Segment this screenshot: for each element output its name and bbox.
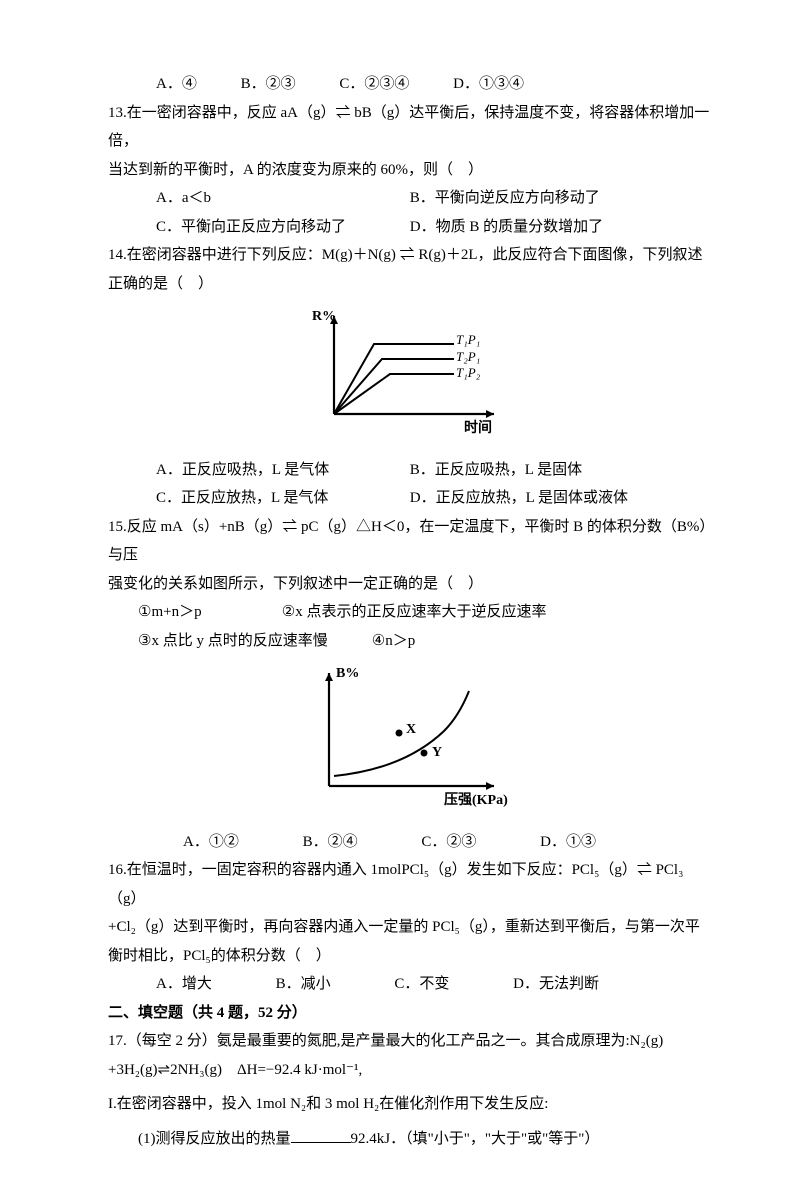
q15-sub2: ③x 点比 y 点时的反应速率慢 ④n＞p: [108, 627, 710, 656]
q14-row1: A．正反应吸热，L 是气体 B．正反应吸热，L 是固体: [108, 456, 710, 485]
q13-C: C．平衡向正反应方向移动了: [156, 213, 366, 242]
q14-label-3: T₁P₂: [456, 365, 481, 380]
q15-point-X: X: [406, 722, 416, 737]
q16-D: D．无法判断: [513, 976, 599, 992]
q13-B: B．平衡向逆反应方向移动了: [410, 190, 600, 206]
q12-B: B．②③: [241, 76, 296, 92]
q17-stem1: 17.（每空 2 分）氨是最重要的氮肥,是产量最大的化工产品之一。其合成原理为:…: [108, 1027, 710, 1056]
q14-label-1: T₁P₁: [456, 332, 480, 347]
q14-C: C．正反应放热，L 是气体: [156, 484, 366, 513]
q14-D: D．正反应放热，L 是固体或液体: [410, 490, 628, 506]
q12-D: D．①③④: [453, 76, 524, 92]
q16-stem3: 衡时相比，PCl₅的体积分数（ ）: [108, 942, 710, 971]
q15-C: C．②③: [421, 834, 476, 850]
q14-B: B．正反应吸热，L 是固体: [410, 462, 582, 478]
q14-stem1: 14.在密闭容器中进行下列反应：M(g)＋N(g) ⇌ R(g)＋2L，此反应符…: [108, 241, 710, 270]
q16-stem1: 16.在恒温时，一固定容积的容器内通入 1molPCl₅（g）发生如下反应：PC…: [108, 856, 710, 913]
q15-B: B．②④: [303, 834, 358, 850]
q15-stem1: 15.反应 mA（s）+nB（g）⇌ pC（g）△H＜0，在一定温度下，平衡时 …: [108, 513, 710, 570]
q14-xlabel: 时间: [464, 419, 492, 436]
section-2-heading: 二、填空题（共 4 题，52 分）: [108, 999, 710, 1028]
q13-stem2: 当达到新的平衡时，A 的浓度变为原来的 60%，则（ ）: [108, 156, 710, 185]
q14-label-2: T₂P₁: [456, 349, 480, 364]
q14-stem2: 正确的是（ ）: [108, 270, 710, 299]
q16-B: B．减小: [276, 976, 331, 992]
q15-ylabel: B%: [336, 666, 359, 681]
q15-options: A．①② B．②④ C．②③ D．①③: [108, 828, 710, 857]
q12-options: A．④ B．②③ C．②③④ D．①③④: [108, 70, 710, 99]
q15-D: D．①③: [540, 834, 596, 850]
q15-s1: ①m+n＞p: [138, 598, 278, 627]
q15-A: A．①②: [183, 834, 239, 850]
q17-q1a: (1)测得反应放出的热量: [138, 1131, 291, 1147]
q16-A: A．增大: [156, 976, 212, 992]
q17-q1: (1)测得反应放出的热量 92.4kJ．（填"小于"，"大于"或"等于"）: [108, 1125, 710, 1154]
q13-stem1: 13.在一密闭容器中，反应 aA（g）⇌ bB（g）达平衡后，保持温度不变，将容…: [108, 99, 710, 156]
q16-stem2: +Cl₂（g）达到平衡时，再向容器内通入一定量的 PCl₅（g），重新达到平衡后…: [108, 913, 710, 942]
q15-stem2: 强变化的关系如图所示，下列叙述中一定正确的是（ ）: [108, 570, 710, 599]
q17-part1: I.在密闭容器中，投入 1mol N₂和 3 mol H₂在催化剂作用下发生反应…: [108, 1090, 710, 1119]
q15-chart: B% 压强(KPa) X Y: [294, 661, 524, 811]
q12-C: C．②③④: [339, 76, 409, 92]
q15-s4: ④n＞p: [372, 633, 415, 649]
q15-sub1: ①m+n＞p ②x 点表示的正反应速率大于逆反应速率: [108, 598, 710, 627]
q14-ylabel: R%: [312, 309, 336, 324]
q14-A: A．正反应吸热，L 是气体: [156, 456, 366, 485]
q13-A: A．a＜b: [156, 184, 366, 213]
q16-C: C．不变: [394, 976, 449, 992]
q15-s2: ②x 点表示的正反应速率大于逆反应速率: [282, 604, 547, 620]
q17-stem2: +3H₂(g)⇌2NH₃(g) ΔH=−92.4 kJ·mol⁻¹,: [108, 1056, 710, 1085]
q15-s3: ③x 点比 y 点时的反应速率慢: [138, 627, 368, 656]
q16-options: A．增大 B．减小 C．不变 D．无法判断: [108, 970, 710, 999]
q13-row2: C．平衡向正反应方向移动了 D．物质 B 的质量分数增加了: [108, 213, 710, 242]
exam-page: A．④ B．②③ C．②③④ D．①③④ 13.在一密闭容器中，反应 aA（g）…: [0, 0, 800, 1193]
q14-row2: C．正反应放热，L 是气体 D．正反应放热，L 是固体或液体: [108, 484, 710, 513]
q14-chart: R% 时间 T₁P₁ T₂P₁ T₁P₂: [304, 304, 514, 439]
q15-xlabel: 压强(KPa): [444, 792, 508, 808]
q13-row1: A．a＜b B．平衡向逆反应方向移动了: [108, 184, 710, 213]
q15-point-Y: Y: [432, 745, 442, 760]
q13-D: D．物质 B 的质量分数增加了: [410, 219, 603, 235]
q14-figure: R% 时间 T₁P₁ T₂P₁ T₁P₂: [108, 304, 710, 450]
q12-A: A．④: [156, 76, 197, 92]
blank-input[interactable]: [291, 1127, 351, 1143]
q15-figure: B% 压强(KPa) X Y: [108, 661, 710, 822]
q17-q1b: 92.4kJ．（填"小于"，"大于"或"等于"）: [351, 1131, 600, 1147]
